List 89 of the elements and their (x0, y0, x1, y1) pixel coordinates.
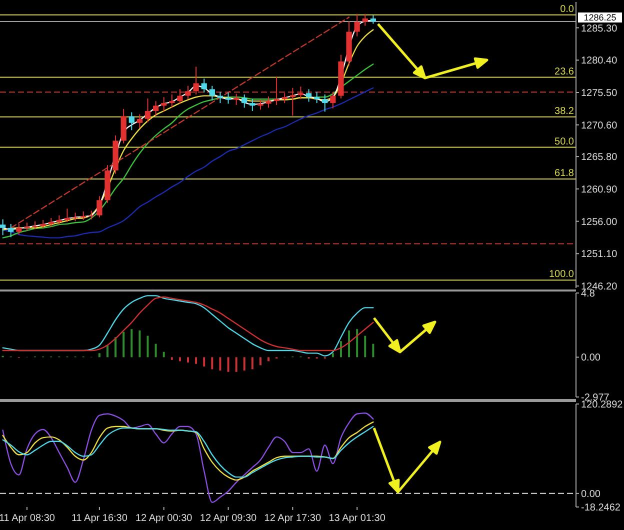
candlestick (233, 93, 240, 106)
annotation: 38.2 (554, 106, 574, 117)
candlestick (225, 92, 232, 104)
candlestick (314, 91, 320, 104)
candlestick (193, 66, 199, 95)
bar (138, 330, 141, 358)
bar (243, 357, 246, 371)
y-tick-label: 1270.60 (581, 120, 618, 132)
bar (372, 344, 374, 358)
x-tick-label: 12 Apr 09:30 (200, 513, 258, 524)
y-tick-label: 0.00 (581, 352, 601, 364)
candlestick (136, 114, 143, 129)
annotation: 50.0 (554, 136, 574, 148)
bar (348, 330, 350, 358)
x-tick-label: 12 Apr 00:30 (135, 513, 193, 524)
x-tick-label: 11 Apr 08:30 (0, 513, 56, 524)
bar (227, 357, 230, 372)
candlestick (298, 86, 304, 100)
y-tick-label: 0.00 (581, 488, 601, 500)
bar (162, 352, 165, 358)
candlestick (266, 96, 272, 108)
line-series (2, 412, 374, 503)
bar (114, 337, 117, 358)
candlestick (96, 196, 102, 218)
x-tick-label: 11 Apr 16:30 (71, 513, 128, 524)
candlestick (161, 96, 167, 112)
candlestick (56, 214, 62, 226)
candlestick (354, 13, 360, 37)
y-tick-label: 1265.80 (581, 152, 618, 164)
y-tick-label: 1275.50 (581, 88, 618, 99)
bar (268, 357, 270, 362)
y-tick-label: 1251.10 (581, 249, 618, 260)
bar (178, 357, 181, 362)
candlestick (242, 94, 248, 108)
y-tick-label: -18.2462 (581, 502, 621, 514)
annotation: 100.0 (548, 269, 574, 280)
candlestick (362, 13, 368, 26)
candlestick (0, 218, 6, 236)
candlestick (250, 98, 256, 112)
candlestick (274, 76, 280, 106)
bar (235, 357, 238, 372)
x-tick-label: 13 Apr 01:30 (328, 513, 386, 524)
candlestick (88, 210, 94, 220)
candlestick (217, 91, 224, 104)
annotation: 0.0 (560, 4, 574, 15)
bar (195, 357, 198, 364)
candlestick (8, 223, 14, 238)
bar (130, 329, 133, 358)
annotation: 23.6 (554, 66, 574, 78)
bar (122, 332, 125, 358)
bar (106, 345, 108, 358)
bar (259, 357, 262, 366)
bar (364, 336, 366, 358)
bar (154, 344, 157, 358)
candlestick (185, 85, 191, 100)
candlestick (169, 94, 175, 108)
candlestick (64, 208, 70, 222)
candlestick (201, 78, 207, 93)
candlestick (322, 94, 328, 112)
annotation: 61.8 (554, 168, 574, 180)
candlestick (16, 223, 22, 235)
candlestick (144, 98, 151, 123)
bar (219, 357, 222, 371)
candlestick (258, 99, 264, 110)
bar (211, 357, 214, 370)
y-tick-label: 1280.40 (581, 56, 618, 67)
bar (98, 353, 100, 358)
y-tick-label: 1256.00 (581, 216, 618, 228)
x-tick-label: 12 Apr 17:30 (264, 513, 322, 524)
bar (340, 341, 342, 358)
y-tick-label: 1260.90 (581, 184, 618, 196)
y-tick-label: 1285.30 (581, 23, 618, 34)
bar (356, 329, 358, 358)
bar (203, 357, 206, 367)
candlestick (128, 112, 134, 131)
bar (146, 336, 149, 358)
candlestick (290, 87, 296, 116)
bar (170, 357, 173, 360)
candlestick (177, 88, 183, 104)
ref-line-label: 1286.25 (584, 12, 616, 22)
candlestick (152, 100, 159, 116)
candlestick (209, 85, 215, 101)
bar (251, 357, 254, 370)
candlestick (282, 92, 288, 104)
candlestick (72, 212, 78, 222)
bar (332, 353, 334, 358)
candlestick (330, 91, 336, 109)
bar (187, 357, 189, 363)
candlestick (306, 88, 312, 102)
